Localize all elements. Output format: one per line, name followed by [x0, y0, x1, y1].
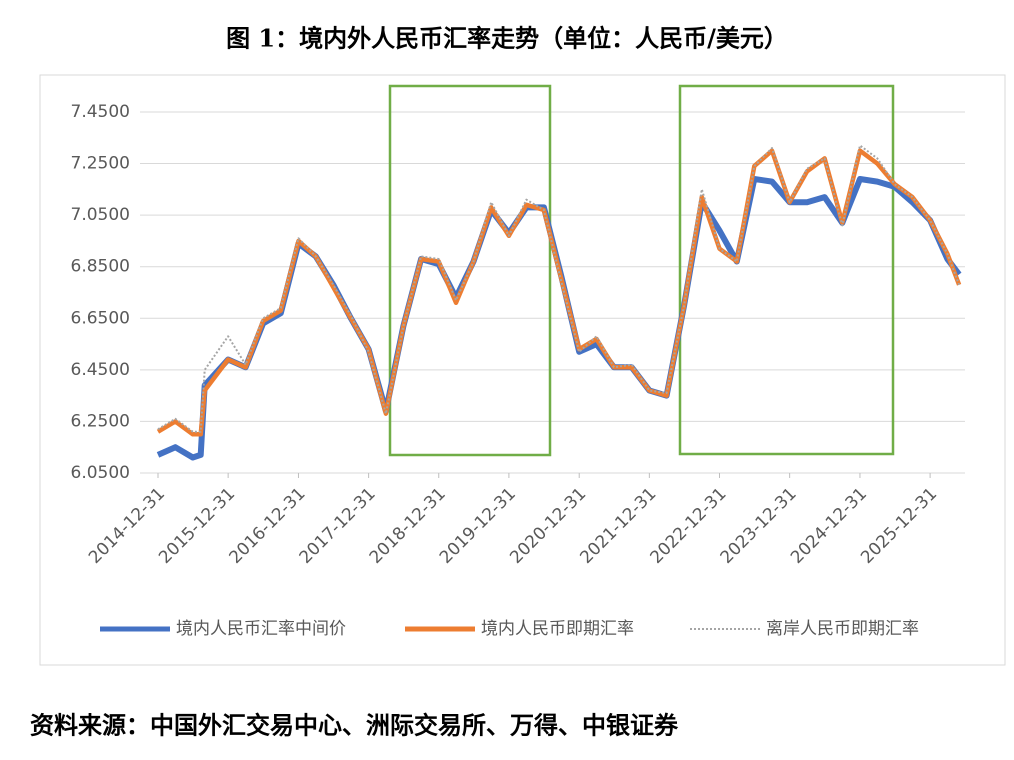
y-tick-label: 6.4500: [71, 360, 130, 380]
source-note: 资料来源：中国外汇交易中心、洲际交易所、万得、中银证券: [30, 711, 679, 740]
series-line: [157, 144, 961, 433]
y-tick-label: 6.8500: [71, 257, 130, 277]
y-tick-label: 7.4500: [71, 102, 130, 122]
y-tick-label: 6.0500: [71, 463, 130, 483]
y-tick-label: 6.2500: [71, 411, 130, 431]
x-tick-label: 2025-12-31: [857, 484, 941, 568]
legend-label: 境内人民币即期汇率: [481, 619, 634, 639]
highlight-box: [678, 84, 895, 456]
series-line: [156, 148, 962, 437]
y-tick-label: 7.2500: [71, 154, 130, 174]
highlight-box: [388, 84, 552, 457]
y-tick-label: 7.0500: [71, 205, 130, 225]
chart-frame: [39, 74, 1006, 666]
chart-title: 图 1：境内外人民币汇率走势（单位：人民币/美元）: [226, 24, 788, 53]
legend-label: 境内人民币汇率中间价: [176, 619, 346, 639]
y-tick-label: 6.6500: [71, 308, 130, 328]
legend-label: 离岸人民币即期汇率: [766, 619, 919, 639]
